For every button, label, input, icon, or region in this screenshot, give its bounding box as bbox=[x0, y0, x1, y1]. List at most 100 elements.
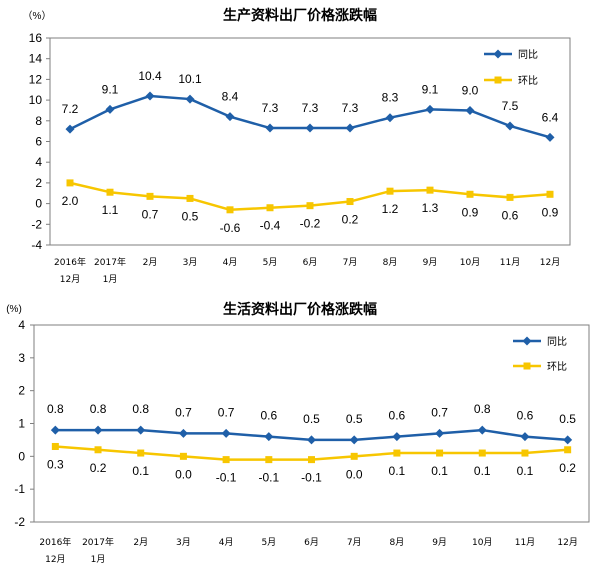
y-tick-label: 4 bbox=[35, 155, 42, 169]
plot-frame bbox=[49, 37, 571, 246]
x-tick-label: 2月 bbox=[143, 257, 158, 268]
data-point bbox=[506, 193, 514, 201]
legend-label: 同比 bbox=[547, 336, 567, 348]
x-tick-label: 2月 bbox=[133, 537, 148, 548]
data-point bbox=[386, 187, 394, 195]
y-tick-label: 0 bbox=[18, 449, 25, 463]
data-label: -0.1 bbox=[301, 471, 322, 485]
y-tick-label: -4 bbox=[31, 238, 42, 252]
data-label: 7.2 bbox=[62, 102, 79, 116]
data-point bbox=[478, 449, 486, 457]
data-point bbox=[226, 206, 234, 214]
data-label: 1.1 bbox=[102, 203, 119, 217]
data-point bbox=[305, 123, 315, 133]
y-tick-label: -1 bbox=[14, 482, 25, 496]
data-label: -0.6 bbox=[220, 221, 241, 235]
y-tick-label: 16 bbox=[29, 31, 43, 45]
x-tick-label: 12月 bbox=[557, 537, 577, 548]
x-tick-label: 5月 bbox=[263, 257, 278, 268]
data-label: 1.3 bbox=[422, 201, 439, 215]
x-tick-label: 1月 bbox=[103, 274, 118, 285]
x-tick-label: 8月 bbox=[390, 537, 405, 548]
data-point bbox=[221, 428, 231, 438]
data-label: 9.0 bbox=[462, 83, 479, 97]
data-label: 0.7 bbox=[142, 207, 159, 221]
data-label: 0.8 bbox=[47, 402, 64, 416]
chart-1: 生产资料出厂价格涨跌幅 （%） 16 14 12 10 8 6 4 2 0 -2 -4 2016年 12月 2… bbox=[23, 7, 571, 285]
data-label: 7.3 bbox=[302, 101, 319, 115]
y-tick-label: -2 bbox=[14, 515, 25, 529]
data-label: -0.4 bbox=[260, 219, 281, 233]
data-point bbox=[346, 198, 354, 206]
data-label: 9.1 bbox=[102, 82, 119, 96]
data-label: 0.8 bbox=[474, 402, 491, 416]
y-tick-label: 12 bbox=[29, 72, 43, 86]
data-point bbox=[94, 446, 102, 454]
data-point bbox=[477, 425, 487, 435]
data-label: 6.4 bbox=[542, 110, 559, 124]
data-label: 0.0 bbox=[175, 467, 192, 481]
legend-marker bbox=[494, 76, 502, 84]
data-label: 1.2 bbox=[382, 202, 399, 216]
y-tick-label: 10 bbox=[29, 93, 43, 107]
x-tick-label: 5月 bbox=[261, 537, 276, 548]
data-label: 0.8 bbox=[90, 402, 107, 416]
data-point bbox=[146, 192, 154, 200]
data-label: 0.1 bbox=[517, 464, 534, 478]
data-point bbox=[66, 179, 74, 187]
x-tick-label: 6月 bbox=[303, 257, 318, 268]
x-tick-label: 1月 bbox=[91, 554, 106, 565]
data-label: 0.1 bbox=[389, 464, 406, 478]
data-label: 0.6 bbox=[389, 409, 406, 423]
legend-label: 环比 bbox=[547, 361, 567, 373]
data-point bbox=[185, 94, 195, 104]
x-tick-label: 10月 bbox=[472, 537, 492, 548]
x-tick-label: 3月 bbox=[183, 257, 198, 268]
data-label: 0.5 bbox=[303, 412, 320, 426]
data-point bbox=[436, 449, 444, 457]
plot-frame bbox=[33, 324, 590, 523]
x-tick-label: 4月 bbox=[223, 257, 238, 268]
data-point bbox=[563, 435, 573, 445]
data-label: 0.5 bbox=[182, 209, 199, 223]
data-label: 0.0 bbox=[346, 467, 363, 481]
data-point bbox=[564, 446, 572, 454]
x-tick-label: 10月 bbox=[460, 257, 480, 268]
data-label: 8.4 bbox=[222, 90, 239, 104]
data-point bbox=[50, 425, 60, 435]
data-point bbox=[466, 190, 474, 198]
data-point bbox=[145, 91, 155, 101]
series-mom: 0.3 0.2 0.1 0.0 -0.1 -0.1 -0.1 0.0 0.1 0.1 0.1 0.1 0… bbox=[47, 442, 576, 485]
series-yoy: 0.8 0.8 0.8 0.7 0.7 0.6 0.5 0.5 0.6 0.7 0.8 0.6 0.5 bbox=[47, 402, 576, 445]
legend-marker bbox=[523, 362, 531, 370]
data-point bbox=[426, 186, 434, 194]
y-tick-label: 8 bbox=[35, 114, 42, 128]
data-point bbox=[546, 190, 554, 198]
y-tick-label: 1 bbox=[18, 417, 25, 431]
data-label: 0.6 bbox=[502, 208, 519, 222]
chart-title: 生活资料出厂价格涨跌幅 bbox=[223, 301, 377, 318]
x-tick-label: 8月 bbox=[383, 257, 398, 268]
legend-label: 同比 bbox=[518, 49, 538, 61]
series-mom: 2.0 1.1 0.7 0.5 -0.6 -0.4 -0.2 0.2 1.2 1.3 0.9 0.6 0… bbox=[62, 179, 559, 235]
legend-marker bbox=[493, 49, 503, 59]
data-label: 2.0 bbox=[62, 194, 79, 208]
data-label: 0.6 bbox=[517, 409, 534, 423]
y-tick-label: 3 bbox=[18, 351, 25, 365]
x-tick-label: 9月 bbox=[423, 257, 438, 268]
x-tick-label: 4月 bbox=[219, 537, 234, 548]
unit-label: （%） bbox=[23, 10, 52, 22]
data-point bbox=[51, 442, 59, 450]
legend-label: 环比 bbox=[518, 75, 538, 87]
data-point bbox=[350, 452, 358, 460]
chart-2: 生活资料出厂价格涨跌幅 (%) 4 3 2 1 0 -1 -2 2016年 12月 2017年 1月 2月… bbox=[6, 301, 590, 565]
unit-label: (%) bbox=[6, 304, 22, 315]
data-label: 10.1 bbox=[178, 72, 202, 86]
x-tick-label: 12月 bbox=[60, 274, 80, 285]
y-tick-label: 6 bbox=[35, 135, 42, 149]
data-point bbox=[385, 113, 395, 123]
data-label: 7.3 bbox=[262, 101, 279, 115]
data-label: 0.8 bbox=[132, 402, 149, 416]
data-point bbox=[308, 456, 315, 464]
